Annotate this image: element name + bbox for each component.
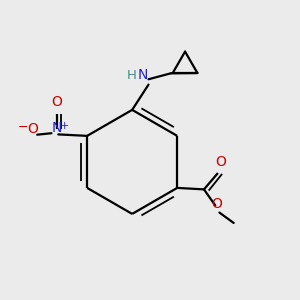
Text: O: O	[215, 154, 226, 169]
Text: −: −	[18, 122, 28, 134]
Text: N: N	[51, 121, 62, 135]
Text: O: O	[27, 122, 38, 136]
Text: O: O	[51, 94, 62, 109]
Text: O: O	[211, 197, 222, 212]
Text: H: H	[127, 69, 137, 82]
Text: +: +	[59, 121, 69, 131]
Text: N: N	[138, 68, 148, 82]
